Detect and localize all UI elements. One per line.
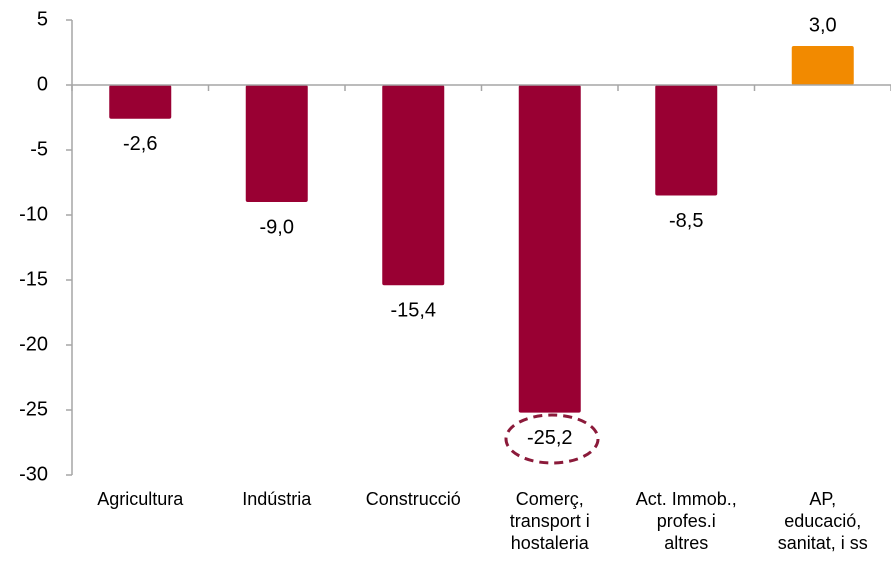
x-tick-label: Act. Immob., profes.i altres bbox=[635, 489, 737, 553]
y-tick-label: -20 bbox=[19, 333, 48, 355]
y-tick-label: -30 bbox=[19, 463, 48, 485]
bar bbox=[109, 85, 172, 119]
y-tick-label: 0 bbox=[37, 73, 48, 95]
value-label: -9,0 bbox=[260, 216, 294, 238]
y-tick-label: -15 bbox=[19, 268, 48, 290]
value-label: -15,4 bbox=[390, 299, 436, 321]
bar bbox=[518, 85, 581, 413]
value-label: -25,2 bbox=[527, 427, 573, 449]
bar bbox=[245, 85, 308, 202]
value-label: -8,5 bbox=[669, 210, 703, 232]
bar bbox=[382, 85, 445, 286]
x-tick-label: AP, educació, sanitat, i ss bbox=[777, 489, 868, 553]
value-label: -2,6 bbox=[123, 133, 157, 155]
bar bbox=[791, 46, 854, 85]
y-tick-label: -5 bbox=[30, 138, 48, 160]
x-tick-label: Agricultura bbox=[97, 489, 184, 509]
y-tick-label: 5 bbox=[37, 8, 48, 30]
x-tick-label: Construcció bbox=[365, 489, 461, 509]
y-tick-label: -10 bbox=[19, 203, 48, 225]
highlight-ellipse bbox=[504, 413, 600, 465]
value-label: 3,0 bbox=[809, 14, 837, 36]
x-tick-label: Indústria bbox=[242, 489, 312, 509]
bar bbox=[655, 85, 718, 196]
y-tick-label: -25 bbox=[19, 398, 48, 420]
x-tick-label: Comerç, transport i hostaleria bbox=[509, 489, 590, 553]
